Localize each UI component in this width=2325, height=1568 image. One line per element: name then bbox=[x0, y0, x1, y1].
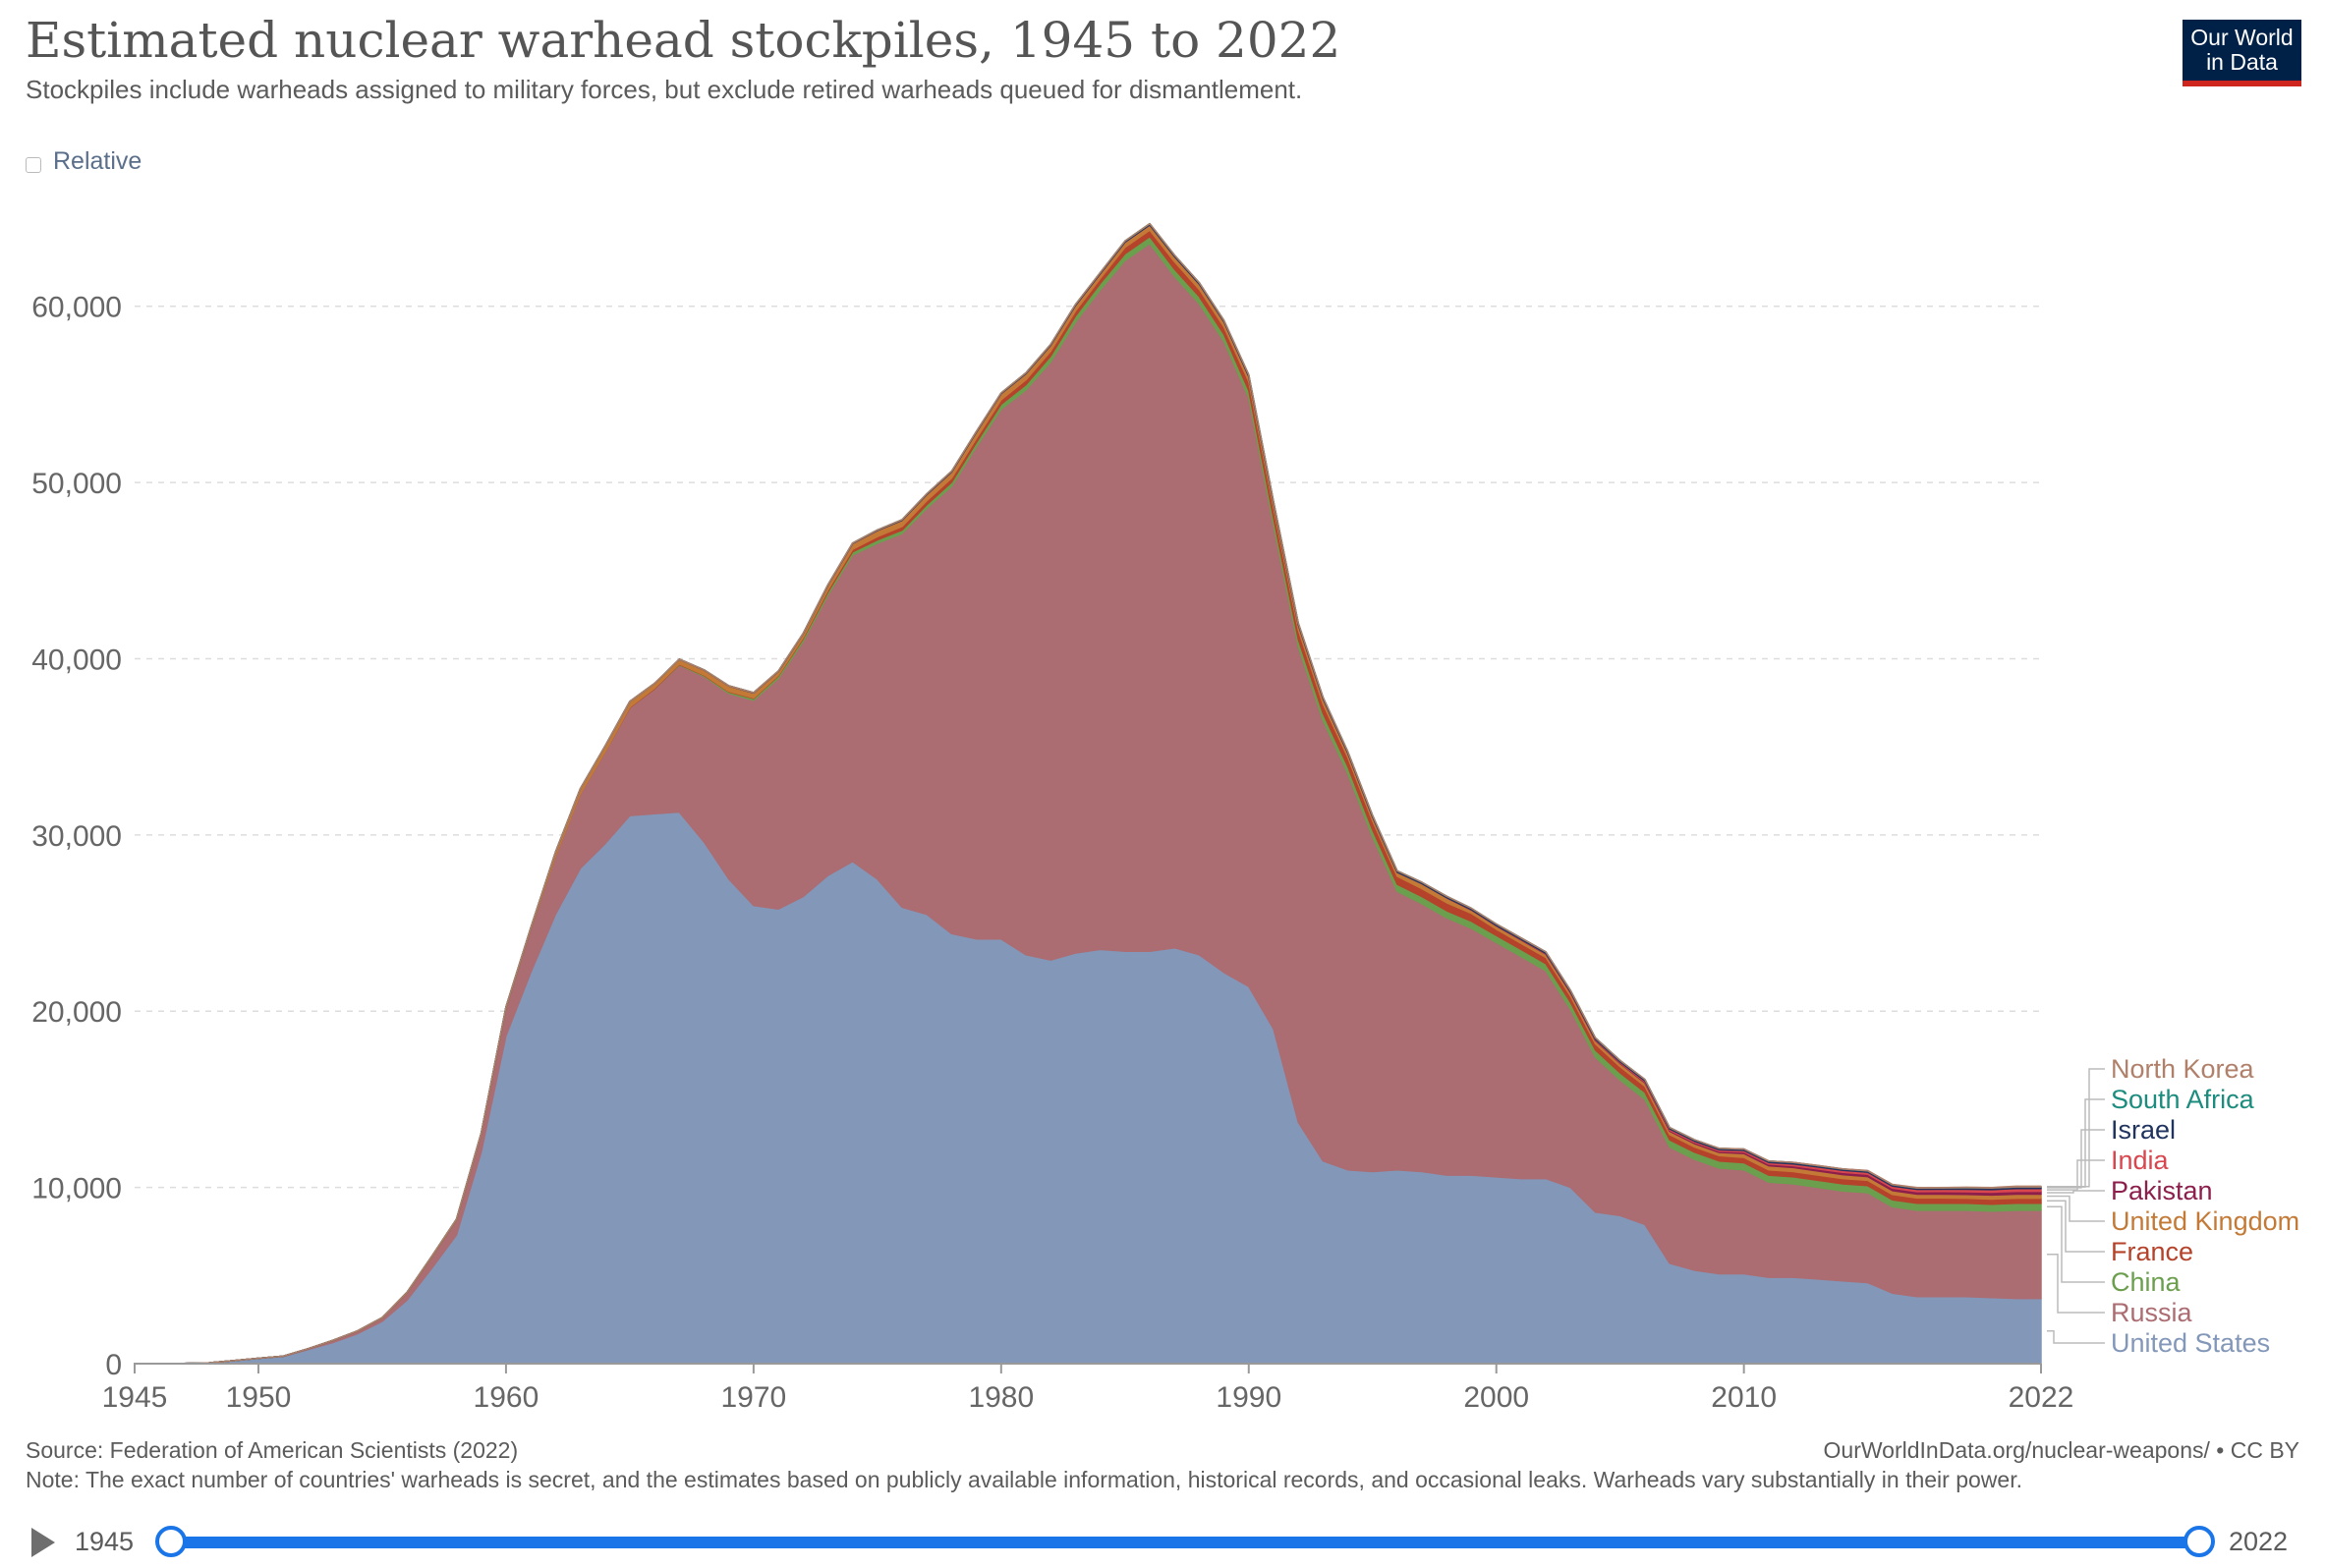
x-tick-label: 1970 bbox=[720, 1381, 786, 1414]
play-icon[interactable] bbox=[31, 1528, 55, 1557]
y-tick-label: 40,000 bbox=[31, 644, 122, 676]
x-tick-label: 1990 bbox=[1216, 1381, 1281, 1414]
x-tick-label: 2010 bbox=[1711, 1381, 1777, 1414]
x-tick-label: 1980 bbox=[968, 1381, 1034, 1414]
relative-label: Relative bbox=[53, 147, 142, 175]
area-north-korea[interactable] bbox=[134, 222, 2042, 1365]
legend-connector bbox=[2047, 1254, 2105, 1314]
timeline-end-label: 2022 bbox=[2229, 1527, 2289, 1556]
timeline-end-handle[interactable] bbox=[2183, 1526, 2215, 1557]
stacked-area-chart: 0 10,000 20,000 30,000 40,000 50,000 60,000 194… bbox=[31, 222, 2299, 1414]
legend-france[interactable]: France bbox=[2111, 1237, 2193, 1266]
timeline: 1945 2022 bbox=[0, 1513, 2325, 1568]
y-tick-label: 20,000 bbox=[31, 996, 122, 1029]
legend-north-korea[interactable]: North Korea bbox=[2111, 1054, 2255, 1084]
legend-china[interactable]: China bbox=[2111, 1267, 2182, 1297]
legend-pakistan[interactable]: Pakistan bbox=[2111, 1176, 2213, 1205]
legend-connector bbox=[2047, 1068, 2105, 1188]
relative-checkbox[interactable] bbox=[26, 156, 41, 173]
credit-link[interactable]: OurWorldInData.org/nuclear-weapons/ • CC… bbox=[1823, 1437, 2299, 1463]
legend-connector bbox=[2047, 1129, 2105, 1189]
legend-connector bbox=[2047, 1200, 2105, 1253]
legend-russia[interactable]: Russia bbox=[2111, 1298, 2193, 1327]
relative-toggle[interactable]: Relative bbox=[26, 147, 142, 176]
area-series bbox=[134, 222, 2042, 1365]
note-text: Note: The exact number of countries' war… bbox=[26, 1467, 2022, 1492]
legend-connector bbox=[2047, 1098, 2105, 1188]
axes: 0 10,000 20,000 30,000 40,000 50,000 60,000 194… bbox=[31, 292, 2073, 1414]
x-tick-label: 2022 bbox=[2009, 1381, 2074, 1414]
chart-subtitle: Stockpiles include warheads assigned to … bbox=[26, 75, 1303, 104]
source-note: Source: Federation of American Scientist… bbox=[26, 1437, 519, 1463]
x-tick-label: 1945 bbox=[102, 1381, 168, 1414]
legend-connector bbox=[2047, 1159, 2105, 1191]
y-tick-label: 30,000 bbox=[31, 820, 122, 853]
timeline-start-label: 1945 bbox=[75, 1527, 135, 1556]
legend-united-states[interactable]: United States bbox=[2111, 1328, 2270, 1358]
logo-line-2: in Data bbox=[2206, 49, 2278, 75]
x-tick-label: 1950 bbox=[226, 1381, 292, 1414]
y-tick-label: 60,000 bbox=[31, 292, 122, 324]
chart-title: Estimated nuclear warhead stockpiles, 19… bbox=[26, 12, 1341, 69]
y-tick-label: 10,000 bbox=[31, 1173, 122, 1205]
logo-line-1: Our World bbox=[2190, 25, 2294, 50]
legend-connector bbox=[2047, 1330, 2105, 1344]
timeline-start-handle[interactable] bbox=[155, 1526, 187, 1557]
legend-connector bbox=[2047, 1190, 2105, 1194]
x-tick-label: 2000 bbox=[1463, 1381, 1529, 1414]
timeline-track[interactable] bbox=[171, 1537, 2199, 1548]
y-tick-label: 0 bbox=[105, 1349, 122, 1381]
y-tick-label: 50,000 bbox=[31, 468, 122, 500]
legend-connector bbox=[2047, 1205, 2105, 1283]
legend-india[interactable]: India bbox=[2111, 1146, 2170, 1175]
legend-united-kingdom[interactable]: United Kingdom bbox=[2111, 1206, 2299, 1236]
legend-south-africa[interactable]: South Africa bbox=[2111, 1085, 2255, 1114]
legend-connector bbox=[2047, 1195, 2105, 1222]
owid-logo[interactable]: Our World in Data bbox=[2183, 20, 2301, 86]
x-tick-label: 1960 bbox=[474, 1381, 539, 1414]
legend-israel[interactable]: Israel bbox=[2111, 1115, 2176, 1145]
